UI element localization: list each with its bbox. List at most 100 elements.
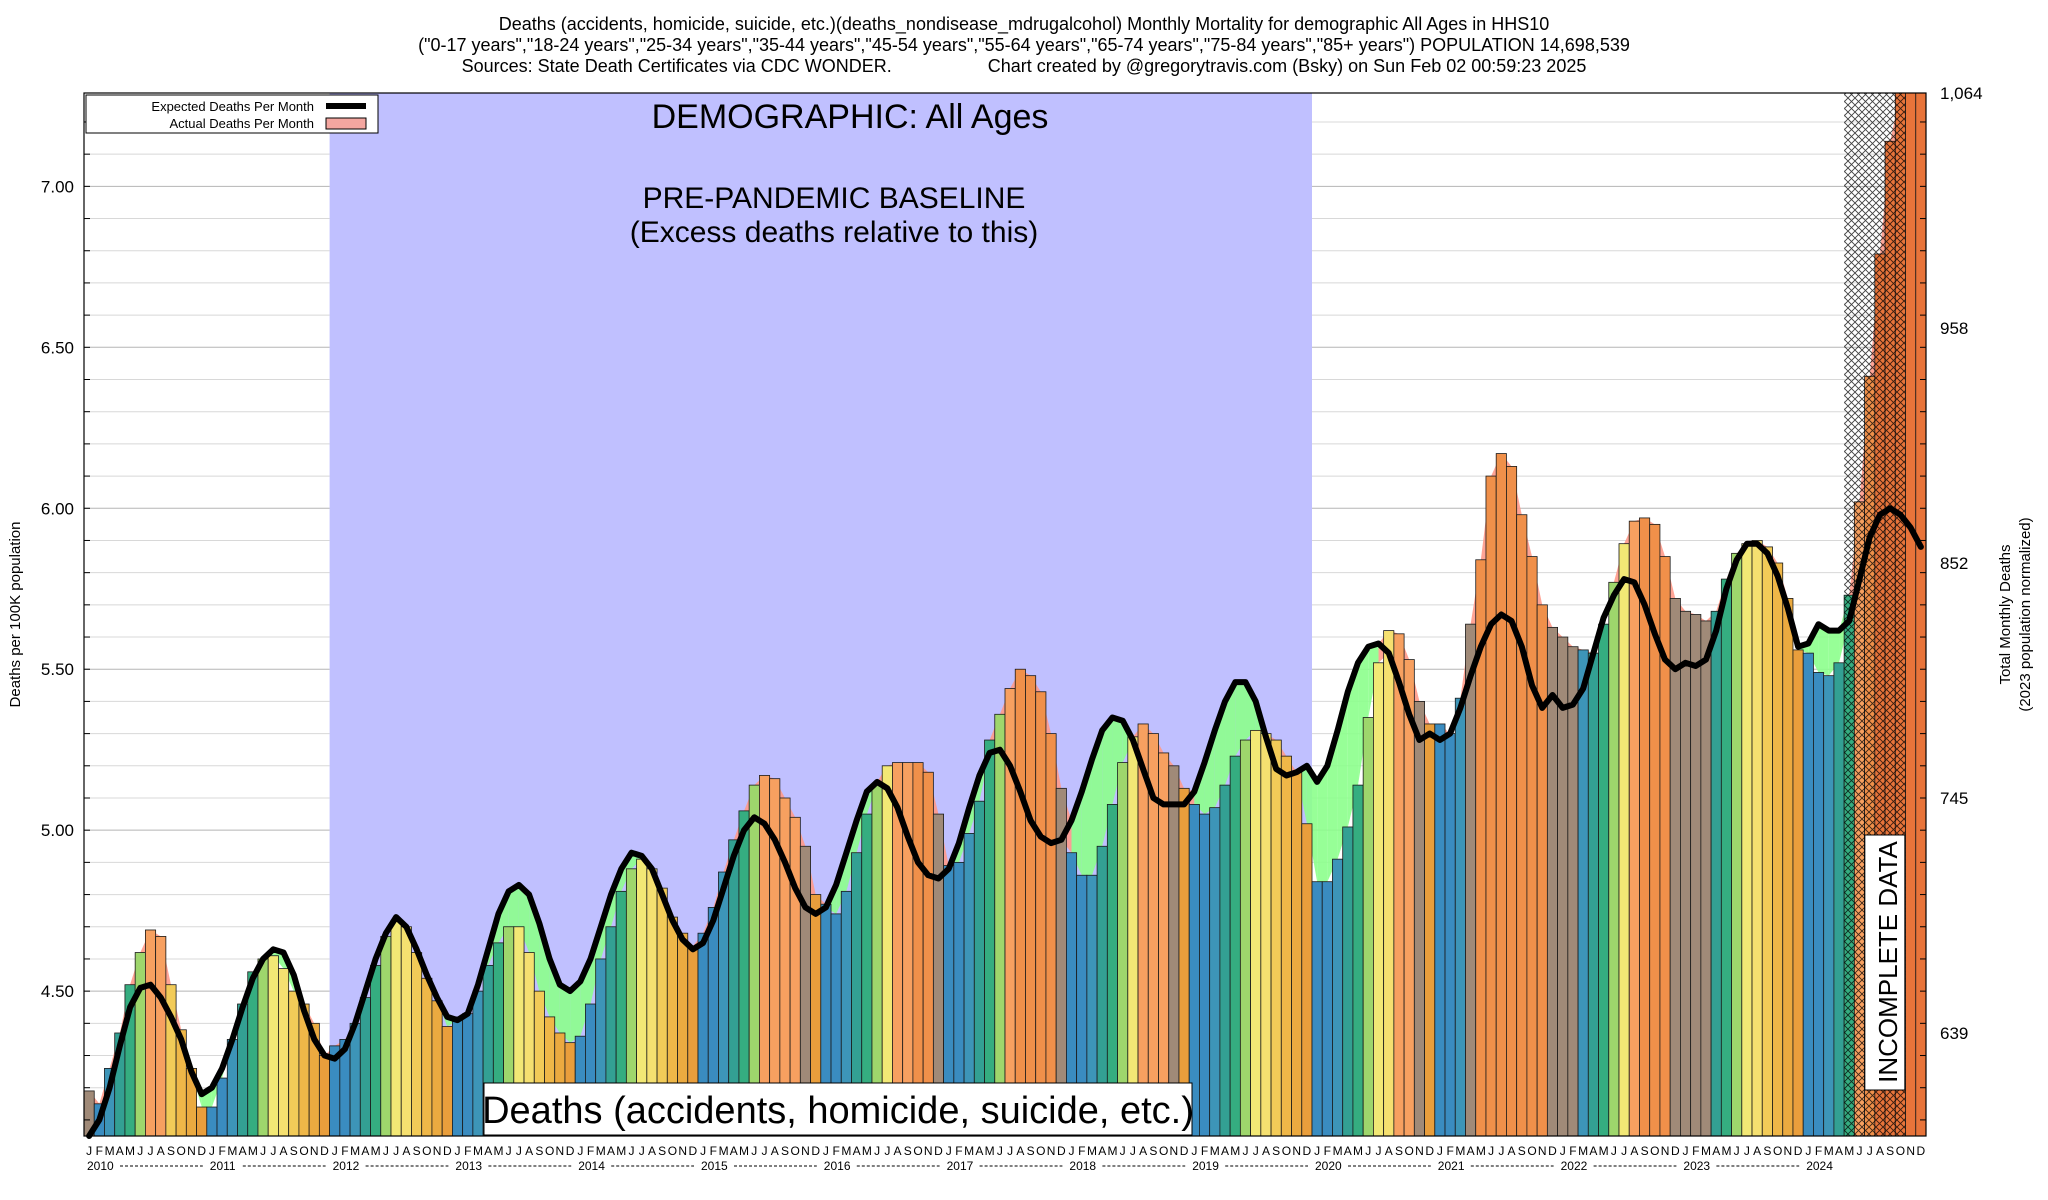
month-tick-label: F (1569, 1144, 1576, 1158)
month-tick-label: M (1476, 1144, 1486, 1158)
month-tick-label: O (791, 1144, 800, 1158)
legend-label-actual: Actual Deaths Per Month (169, 116, 314, 131)
month-tick-label: M (739, 1144, 749, 1158)
month-tick-label: S (904, 1144, 912, 1158)
month-tick-label: S (781, 1144, 789, 1158)
month-tick-label: J (700, 1144, 706, 1158)
actual-deaths-bar (451, 1016, 464, 1137)
chart-credit: Chart created by @gregorytravis.com (Bsk… (987, 56, 1587, 76)
month-tick-label: A (525, 1144, 533, 1158)
year-tick-label: 2010 (87, 1159, 114, 1173)
month-tick-label: O (545, 1144, 554, 1158)
actual-deaths-bar (134, 952, 146, 1137)
actual-deaths-bar (1465, 623, 1477, 1137)
month-tick-label: M (1701, 1144, 1711, 1158)
month-tick-label: M (862, 1144, 872, 1158)
month-tick-label: N (1906, 1144, 1915, 1158)
difference-fill (1112, 717, 1123, 805)
month-tick-label: J (1376, 1144, 1382, 1158)
month-tick-label: F (341, 1144, 348, 1158)
month-tick-label: F (1324, 1144, 1331, 1158)
chart-header-line-3: Sources: State Death Certificates via CD… (0, 56, 2048, 77)
y-right-tick-label: 639 (1940, 1024, 1968, 1043)
month-tick-label: M (1578, 1144, 1588, 1158)
month-tick-label: A (975, 1144, 983, 1158)
difference-fill (1327, 730, 1338, 882)
month-tick-label: N (924, 1144, 933, 1158)
month-tick-label: N (1415, 1144, 1424, 1158)
month-tick-label: N (1538, 1144, 1547, 1158)
month-tick-label: M (1844, 1144, 1854, 1158)
month-tick-label: M (227, 1144, 237, 1158)
difference-fill (1235, 682, 1246, 757)
month-tick-label: A (648, 1144, 656, 1158)
month-tick-label: J (997, 1144, 1003, 1158)
month-tick-label: O (1282, 1144, 1291, 1158)
year-tick-label: 2021 (1438, 1159, 1465, 1173)
actual-deaths-bar (1792, 649, 1804, 1137)
month-tick-label: A (1221, 1144, 1229, 1158)
actual-deaths-bar (1229, 755, 1241, 1137)
month-tick-label: J (1744, 1144, 1750, 1158)
month-tick-label: A (1098, 1144, 1106, 1158)
month-tick-label: F (1692, 1144, 1699, 1158)
month-tick-label: S (290, 1144, 298, 1158)
month-tick-label: A (484, 1144, 492, 1158)
month-tick-label: J (1560, 1144, 1566, 1158)
year-tick-label: 2018 (1069, 1159, 1096, 1173)
month-tick-label: O (1159, 1144, 1168, 1158)
actual-deaths-bar (1311, 881, 1323, 1137)
month-tick-label: S (167, 1144, 175, 1158)
month-tick-label: A (1589, 1144, 1597, 1158)
month-tick-label: J (506, 1144, 512, 1158)
month-tick-label: A (361, 1144, 369, 1158)
actual-deaths-bar (1751, 540, 1763, 1137)
month-tick-label: J (86, 1144, 92, 1158)
month-tick-label: D (1671, 1144, 1680, 1158)
month-tick-label: M (985, 1144, 995, 1158)
month-tick-label: D (1303, 1144, 1312, 1158)
month-tick-label: F (587, 1144, 594, 1158)
month-tick-label: D (566, 1144, 575, 1158)
actual-deaths-bar (1393, 633, 1405, 1137)
month-tick-label: J (1856, 1144, 1862, 1158)
month-tick-label: S (1149, 1144, 1157, 1158)
month-tick-label: J (628, 1144, 634, 1158)
actual-deaths-bar (1025, 675, 1037, 1137)
difference-fill (518, 884, 530, 953)
baseline-sublabel: (Excess deaths relative to this) (630, 216, 1039, 249)
difference-fill (508, 884, 519, 927)
year-tick-label: 2012 (333, 1159, 360, 1173)
month-tick-label: S (1641, 1144, 1649, 1158)
actual-deaths-bar (1628, 520, 1640, 1137)
actual-deaths-bar (1321, 881, 1333, 1137)
month-tick-label: D (689, 1144, 698, 1158)
year-tick-label: 2014 (578, 1159, 605, 1173)
actual-deaths-bar (1772, 562, 1784, 1137)
month-tick-label: M (1333, 1144, 1343, 1158)
month-tick-label: S (1886, 1144, 1894, 1158)
month-tick-label: J (874, 1144, 880, 1158)
actual-deaths-bar (1270, 739, 1282, 1137)
actual-deaths-bar (1045, 733, 1057, 1137)
actual-deaths-bar (216, 1077, 228, 1137)
chart-title: DEMOGRAPHIC: All Ages (652, 98, 1049, 136)
month-tick-label: M (1455, 1144, 1465, 1158)
difference-fill (1317, 765, 1328, 882)
actual-deaths-bar (462, 1013, 474, 1137)
bottom-label: Deaths (accidents, homicide, suicide, et… (482, 1090, 1194, 1132)
actual-deaths-bar (431, 1000, 443, 1137)
month-tick-label: J (884, 1144, 890, 1158)
month-tick-label: A (116, 1144, 124, 1158)
actual-deaths-bar (1710, 610, 1722, 1137)
actual-deaths-bar (441, 1026, 453, 1137)
month-tick-label: N (1661, 1144, 1670, 1158)
year-tick-label: 2017 (947, 1159, 974, 1173)
month-tick-label: F (832, 1144, 839, 1158)
baseline-label: PRE-PANDEMIC BASELINE (643, 182, 1026, 215)
month-tick-label: A (894, 1144, 902, 1158)
y-right-tick-label: 1,064 (1940, 84, 1983, 103)
actual-deaths-bar (1413, 701, 1425, 1137)
month-tick-label: J (1365, 1144, 1371, 1158)
month-tick-label: S (1395, 1144, 1403, 1158)
